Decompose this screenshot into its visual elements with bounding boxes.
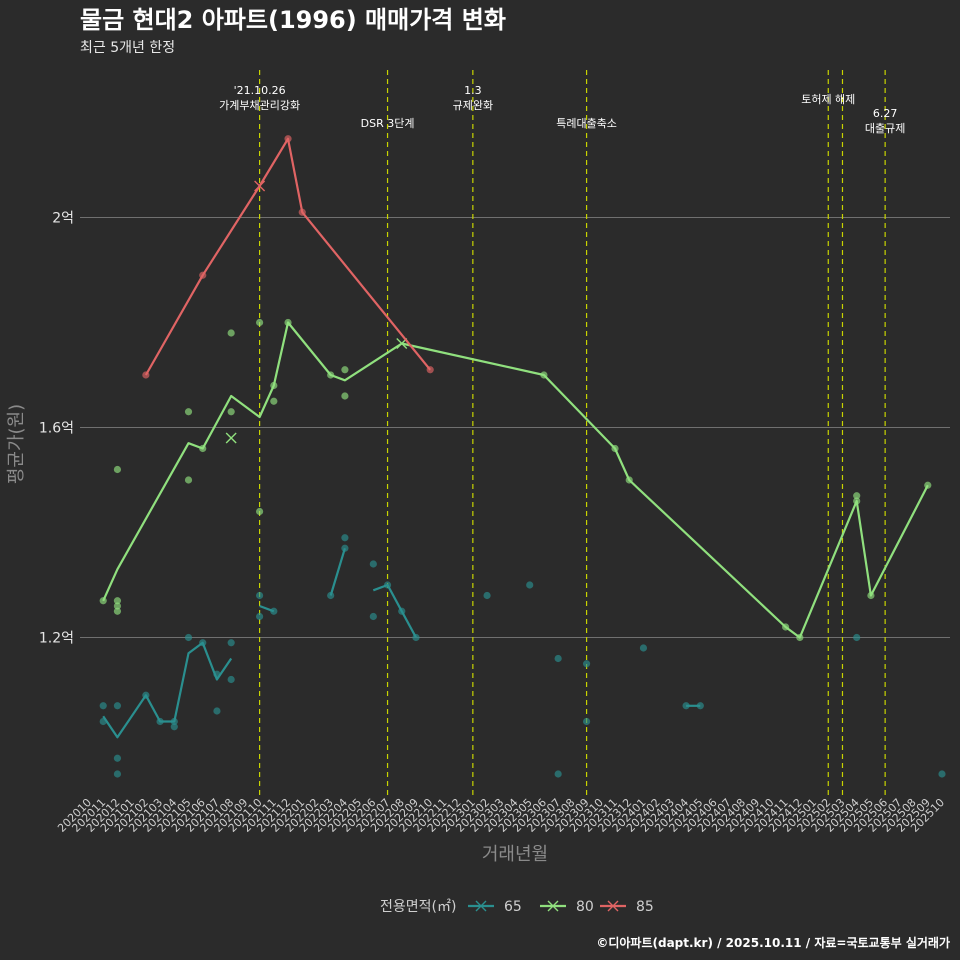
series-line	[329, 547, 346, 596]
data-point	[924, 481, 932, 489]
data-point	[113, 602, 122, 610]
data-point	[554, 770, 562, 778]
data-point	[213, 707, 221, 715]
data-point	[113, 607, 122, 615]
data-point	[369, 560, 377, 568]
data-point	[170, 723, 178, 731]
source-caption: ©디아파트(dapt.kr) / 2025.10.11 / 자료=국토교통부 실…	[596, 935, 950, 950]
data-point	[853, 492, 861, 500]
data-point	[113, 597, 122, 605]
data-point	[227, 408, 235, 416]
data-point	[327, 591, 335, 600]
event-annotation: 토허제 해제	[801, 92, 855, 106]
data-point	[227, 639, 235, 647]
y-tick-label: 1.6억	[39, 421, 74, 437]
y-axis-title: 평균가(원)	[6, 404, 27, 484]
event-annotation: DSR 3단계	[361, 117, 415, 130]
data-point	[582, 660, 591, 668]
legend-item-85: 85	[600, 899, 654, 915]
data-point	[341, 366, 349, 374]
x-axis-ticks: 2020102020112020122021012021022021032021…	[55, 796, 947, 835]
data-point	[99, 702, 107, 710]
data-point	[696, 702, 704, 710]
data-point	[526, 581, 534, 589]
data-point	[113, 754, 122, 762]
event-lines	[259, 70, 886, 795]
series-line	[144, 137, 432, 376]
legend-title: 전용면적(㎡)	[380, 899, 456, 915]
y-axis-ticks: 1.2억 1.6억 2억	[39, 211, 74, 647]
cross-marker	[254, 180, 266, 192]
data-point	[483, 591, 491, 600]
data-point	[256, 591, 264, 600]
chart-subtitle: 최근 5개년 한정	[80, 40, 175, 56]
y-tick-label: 2억	[52, 211, 74, 227]
data-point	[369, 612, 377, 621]
data-point	[113, 770, 122, 778]
y-tick-label: 1.2억	[39, 631, 74, 647]
data-point	[938, 770, 946, 778]
data-point	[341, 534, 349, 542]
event-annotation: 가계부채관리강화	[219, 99, 300, 112]
x-axis-title: 거래년월	[482, 844, 548, 865]
legend-item-65: 65	[468, 899, 522, 915]
event-annotation: 특례대출축소	[556, 117, 617, 130]
data-point	[113, 702, 122, 710]
cross-marker	[225, 432, 237, 444]
series-80	[99, 318, 932, 642]
legend-label: 65	[504, 899, 522, 915]
series-line	[102, 641, 233, 739]
event-annotation: 1.3	[464, 84, 482, 97]
data-point	[256, 507, 264, 516]
legend-label: 80	[576, 899, 594, 915]
series-line	[372, 583, 417, 639]
legend: 전용면적(㎡) 65 80 85	[380, 899, 654, 915]
data-point	[256, 318, 264, 327]
event-annotation: 규제완화	[453, 99, 493, 112]
legend-marker	[475, 900, 487, 912]
series-line	[102, 321, 929, 639]
series-line	[259, 604, 275, 613]
data-point	[341, 544, 349, 552]
data-point	[853, 633, 861, 642]
legend-item-80: 80	[540, 899, 594, 915]
series	[99, 135, 946, 778]
data-point	[184, 476, 193, 484]
data-point	[341, 392, 349, 400]
data-point	[554, 654, 562, 663]
chart-title: 물금 현대2 아파트(1996) 매매가격 변화	[80, 6, 506, 34]
legend-marker	[547, 900, 559, 912]
data-point	[113, 465, 122, 474]
series-65	[99, 534, 946, 778]
data-point	[184, 633, 193, 642]
data-point	[256, 612, 264, 621]
data-point	[270, 397, 278, 405]
data-point	[582, 717, 591, 726]
event-annotation: 6.27	[873, 107, 898, 120]
event-annotation: 대출규제	[865, 122, 905, 135]
event-annotation: '21.10.26	[234, 84, 286, 97]
data-point	[227, 675, 235, 684]
legend-label: 85	[636, 899, 654, 915]
grid	[80, 217, 950, 638]
data-point	[639, 644, 648, 652]
series-85	[142, 135, 434, 379]
legend-marker	[607, 900, 619, 912]
data-point	[184, 408, 193, 416]
data-point	[227, 329, 235, 337]
